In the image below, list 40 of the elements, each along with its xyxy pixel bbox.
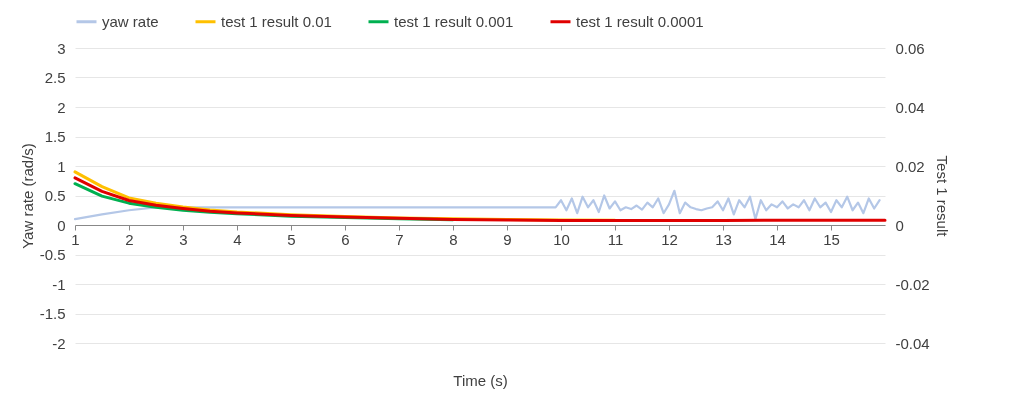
legend-label: test 1 result 0.001 [394,12,514,30]
y-tick-label: 3 [57,39,66,57]
x-axis-title: Time (s) [453,371,508,389]
y2-axis-title: Test 1 result [933,155,951,238]
x-tick-label: 7 [395,230,404,248]
x-tick-label: 1 [71,230,80,248]
x-tick-label: 12 [661,230,678,248]
y-axis-title: Yaw rate (rad/s) [18,143,36,249]
y-tick-label: -1.5 [39,305,66,322]
legend-label: test 1 result 0.0001 [576,12,704,30]
x-tick-label: 14 [769,230,786,248]
x-tick-label: 11 [607,230,624,248]
x-tick-label: 9 [503,230,512,248]
y2-tick-label: 0 [895,216,904,234]
y-tick-label: -1 [52,275,66,293]
y-tick-label: -2 [52,334,66,352]
y2-tick-label: 0.02 [895,157,925,175]
y-tick-label: 1 [57,157,66,175]
y2-tick-label: 0.06 [895,39,925,57]
x-tick-label: 6 [341,230,350,248]
y-tick-label: 0 [57,216,66,234]
x-tick-label: 13 [715,230,732,248]
x-tick-label: 5 [287,230,296,248]
y2-tick-label: 0.04 [895,98,925,116]
x-tick-label: 4 [233,230,242,248]
y-tick-label: 2.5 [44,69,66,86]
y-tick-label: 0.5 [44,187,66,204]
x-tick-label: 2 [125,230,134,248]
y2-tick-label: -0.04 [895,334,930,352]
y-tick-label: -0.5 [39,246,66,263]
x-tick-label: 3 [179,230,188,248]
legend-label: test 1 result 0.01 [221,12,332,30]
y-tick-label: 2 [57,98,66,116]
legend-label: yaw rate [102,12,159,30]
y-tick-label: 1.5 [44,128,66,145]
x-tick-label: 10 [553,230,570,248]
x-tick-label: 8 [449,230,458,248]
line-series [73,189,881,221]
x-tick-label: 15 [823,230,840,248]
y2-tick-label: -0.02 [895,275,930,293]
